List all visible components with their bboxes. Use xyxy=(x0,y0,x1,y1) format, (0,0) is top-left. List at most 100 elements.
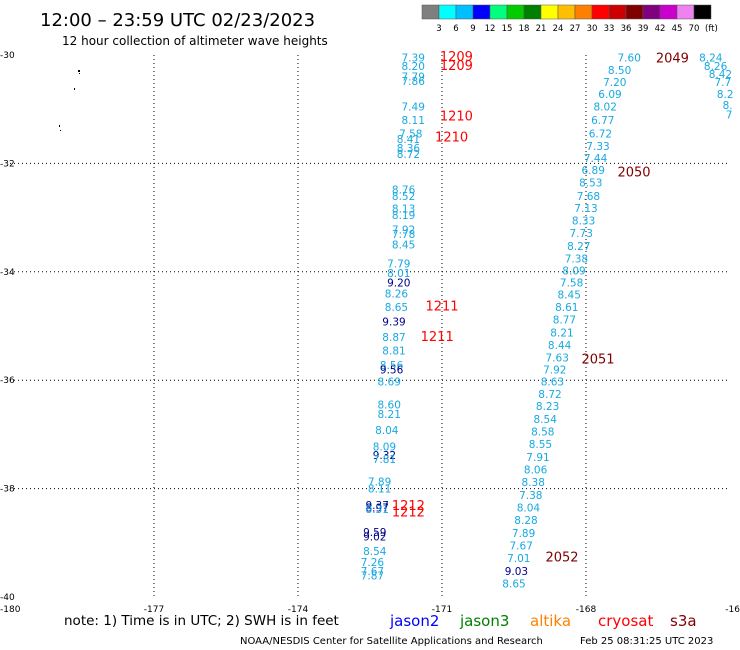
swh-value: 8.54 xyxy=(363,546,387,558)
swh-value: 8.52 xyxy=(392,191,415,203)
time-label: 2050 xyxy=(617,166,650,181)
swh-value: 8.09 xyxy=(373,441,396,453)
y-tick-label: -34 xyxy=(0,268,15,278)
color-scale-label: 24 xyxy=(553,24,564,34)
swh-value: 7.20 xyxy=(603,77,626,89)
swh-value: 7.79 xyxy=(402,72,425,84)
time-label: 1211 xyxy=(421,330,454,345)
satellite-jason2: jason2 xyxy=(389,612,439,630)
swh-value: 7 xyxy=(726,110,733,122)
swh-value: 8.41 xyxy=(397,134,420,146)
color-swatch xyxy=(574,4,593,20)
time-label: 1210 xyxy=(440,110,473,125)
color-scale-label: 27 xyxy=(570,24,581,34)
satellite-legend: jason2 jason3 altika cryosat s3a xyxy=(389,612,697,630)
x-tick-label: -177 xyxy=(144,605,164,615)
swh-value: 7.26 xyxy=(361,557,385,569)
swh-value: 8.31 xyxy=(366,504,389,516)
color-swatch xyxy=(693,4,712,20)
color-scale-label: 36 xyxy=(621,24,632,34)
swh-value: 7.44 xyxy=(584,153,608,165)
swh-value: 7.87 xyxy=(361,570,384,582)
swh-value: 8.81 xyxy=(382,345,405,357)
swh-value: 8.45 xyxy=(558,290,581,302)
time-label: 1212 xyxy=(392,499,425,514)
swh-value: 7.73 xyxy=(570,228,593,240)
swh-value: 9.59 xyxy=(363,527,386,539)
swh-value: 8.04 xyxy=(375,425,399,437)
swh-value: 8.19 xyxy=(392,210,415,222)
swh-value: 7.33 xyxy=(586,141,609,153)
color-swatch xyxy=(523,4,542,20)
swh-value: 8.54 xyxy=(534,414,558,426)
color-swatch xyxy=(659,4,678,20)
color-swatch xyxy=(472,4,491,20)
satellite-cryosat: cryosat xyxy=(598,612,653,630)
swh-value: 8.26 xyxy=(385,288,409,300)
y-tick-label: -38 xyxy=(0,485,15,495)
swh-value: 9.32 xyxy=(373,450,396,462)
swh-value: 8.20 xyxy=(402,61,425,73)
satellite-altika: altika xyxy=(530,612,571,630)
color-scale-label: 12 xyxy=(485,24,496,34)
color-swatch xyxy=(489,4,508,20)
swh-value: 7.39 xyxy=(402,53,425,65)
swh-value: 7.78 xyxy=(392,229,415,241)
time-label: 1212 xyxy=(392,505,425,520)
color-swatch xyxy=(455,4,474,20)
swh-value: 7.63 xyxy=(546,352,569,364)
swh-value: 7.92 xyxy=(392,225,415,237)
x-tick-label: -168 xyxy=(576,605,597,615)
swh-value: 7.89 xyxy=(512,528,535,540)
swh-value: 7.01 xyxy=(507,553,530,565)
x-tick-label: -180 xyxy=(0,605,21,615)
time-label: 2049 xyxy=(656,52,689,67)
color-swatch xyxy=(540,4,559,20)
satellite-jason3: jason3 xyxy=(459,612,509,630)
x-tick-label: -16 xyxy=(725,605,740,615)
swh-value: 9.39 xyxy=(382,317,405,329)
swh-value: 8.63 xyxy=(541,376,564,388)
color-swatch xyxy=(591,4,610,20)
color-scale-label: 6 xyxy=(453,24,458,34)
swh-value: 8.27 xyxy=(567,241,590,253)
swh-value: 8. xyxy=(723,100,733,112)
color-scale-legend: 3 6 9 12 15 18 21 24 27 30 33 36 39 42 45 70 (ft) xyxy=(421,4,718,34)
color-scale-label: 39 xyxy=(638,24,649,34)
color-swatch xyxy=(608,4,627,20)
swh-value: 8.2 xyxy=(717,89,734,101)
swh-value: 8.56 xyxy=(380,360,404,372)
color-scale-label: 3 xyxy=(436,24,441,34)
color-scale-label: 18 xyxy=(519,24,530,34)
swh-value: 8.01 xyxy=(387,268,410,280)
color-scale-label: 33 xyxy=(604,24,615,34)
color-scale-label: 9 xyxy=(470,24,475,34)
time-label: 2052 xyxy=(545,550,578,565)
grid-lines xyxy=(10,55,730,597)
swh-value: 8.97 xyxy=(366,503,389,515)
color-scale-label: 42 xyxy=(655,24,666,34)
coastline-specks xyxy=(59,70,80,131)
time-label: 2051 xyxy=(581,353,614,368)
swh-value: 8.36 xyxy=(397,143,421,155)
swh-value: 8.76 xyxy=(392,184,416,196)
swh-value: 8.04 xyxy=(517,503,541,515)
x-tick-label: -174 xyxy=(288,605,309,615)
x-tick-label: -171 xyxy=(432,605,452,615)
swh-value: 8.87 xyxy=(382,332,405,344)
time-label: 1210 xyxy=(435,130,468,145)
swh-value: 8.26 xyxy=(704,61,728,73)
swh-value: 7.38 xyxy=(519,490,542,502)
swh-value: 6.09 xyxy=(598,89,621,101)
swh-value: 8.09 xyxy=(562,266,585,278)
swh-value: 8.11 xyxy=(368,484,391,496)
credit-timestamp: Feb 25 08:31:25 UTC 2023 xyxy=(580,636,713,647)
swh-value: 7.79 xyxy=(387,259,410,271)
footnote: note: 1) Time is in UTC; 2) SWH is in fe… xyxy=(64,613,339,629)
color-swatch xyxy=(557,4,576,20)
chart-subtitle: 12 hour collection of altimeter wave hei… xyxy=(62,34,328,48)
satellite-s3a: s3a xyxy=(670,612,697,630)
swh-value: 8.60 xyxy=(378,400,401,412)
